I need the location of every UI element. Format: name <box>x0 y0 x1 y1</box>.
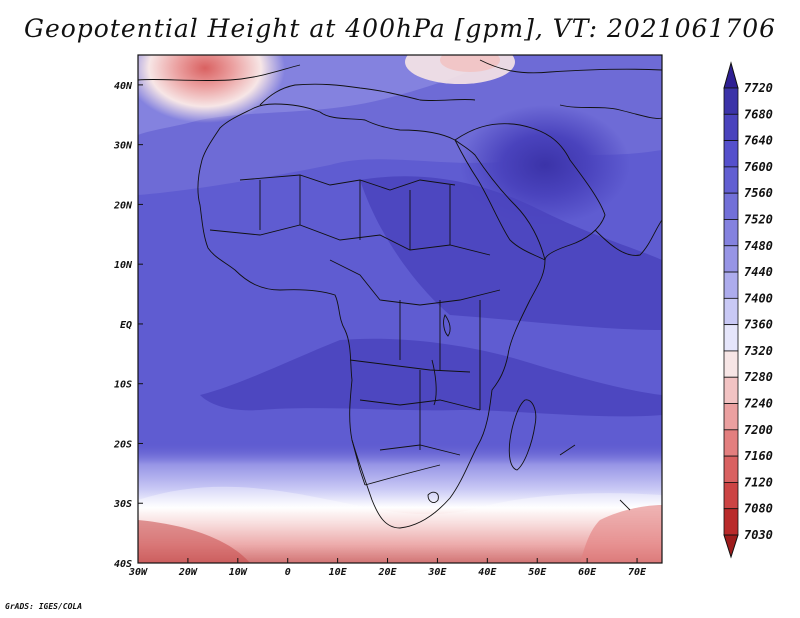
longitude-label: 50E <box>528 567 547 578</box>
colorbar-level-label: 7440 <box>744 265 773 279</box>
colorbar-swatch <box>723 271 739 299</box>
colorbar-swatch <box>723 245 739 273</box>
longitude-label: 20W <box>178 567 198 578</box>
colorbar-level-label: 7400 <box>744 291 773 305</box>
colorbar-level-label: 7200 <box>744 423 773 437</box>
colorbar-swatch <box>723 87 739 115</box>
grads-credit: GrADS: IGES/COLA <box>5 602 83 611</box>
colorbar-swatch <box>723 297 739 326</box>
colorbar-level-label: 7080 <box>744 502 773 516</box>
colorbar-swatch <box>723 140 739 168</box>
colorbar-swatch <box>723 350 739 378</box>
latitude-label: 20N <box>113 200 133 211</box>
colorbar-level-label: 7120 <box>744 475 773 489</box>
longitude-label: 10E <box>329 567 348 578</box>
colorbar-swatch <box>723 455 739 483</box>
colorbar-swatch <box>723 166 739 194</box>
latitude-label: 30N <box>113 141 133 152</box>
colorbar-swatch <box>723 482 739 510</box>
latitude-label: 40S <box>114 559 132 570</box>
latitude-label: 30S <box>113 499 132 510</box>
colorbar-level-label: 7720 <box>744 81 773 95</box>
map-frame <box>137 54 663 564</box>
colorbar-swatch <box>723 219 739 247</box>
latitude-axis: 40N 30N 20N 10N EQ 10S 20S 30S 40S <box>113 81 143 570</box>
longitude-label: 0 <box>285 567 291 578</box>
colorbar-level-label: 7360 <box>744 318 773 332</box>
colorbar: 7720 7680 7640 7600 7560 7520 7480 7440 7400 7360… <box>723 61 773 559</box>
colorbar-level-label: 7030 <box>744 528 773 542</box>
chart-title: Geopotential Height at 400hPa [gpm], VT:… <box>23 14 777 43</box>
longitude-label: 10W <box>229 567 248 578</box>
colorbar-level-label: 7600 <box>744 160 773 174</box>
longitude-label: 30E <box>427 567 447 578</box>
longitude-label: 40E <box>478 567 497 578</box>
latitude-label: EQ <box>120 320 132 331</box>
colorbar-level-label: 7240 <box>744 397 773 411</box>
longitude-axis: 30W 20W 10W 0 10E 20E 30E 40E 50E 60E 70E <box>128 558 647 578</box>
colorbar-swatch <box>723 192 739 220</box>
longitude-label: 60E <box>578 567 597 578</box>
longitude-label: 30W <box>128 567 148 578</box>
colorbar-level-label: 7520 <box>744 212 773 226</box>
latitude-label: 10S <box>114 380 132 391</box>
colorbar-swatch <box>723 376 739 404</box>
longitude-label: 20E <box>377 567 397 578</box>
coastlines <box>138 59 662 529</box>
colorbar-min-arrow <box>723 534 739 559</box>
colorbar-swatch <box>723 429 739 457</box>
colorbar-level-label: 7160 <box>744 449 773 463</box>
colorbar-level-label: 7640 <box>744 134 773 148</box>
colorbar-swatch <box>723 113 739 141</box>
latitude-label: 40N <box>114 81 133 92</box>
colorbar-swatch <box>723 508 739 536</box>
latitude-label: 10N <box>114 260 133 271</box>
colorbar-level-label: 7560 <box>744 186 773 200</box>
colorbar-swatch <box>723 403 739 431</box>
longitude-label: 70E <box>628 567 647 578</box>
colorbar-level-label: 7480 <box>744 239 773 253</box>
latitude-label: 20S <box>113 439 132 450</box>
colorbar-level-label: 7320 <box>744 344 773 358</box>
colorbar-swatch <box>723 324 739 352</box>
colorbar-max-arrow <box>723 61 739 89</box>
colorbar-level-label: 7680 <box>744 107 773 121</box>
colorbar-level-label: 7280 <box>744 370 773 384</box>
height-field <box>138 55 662 563</box>
